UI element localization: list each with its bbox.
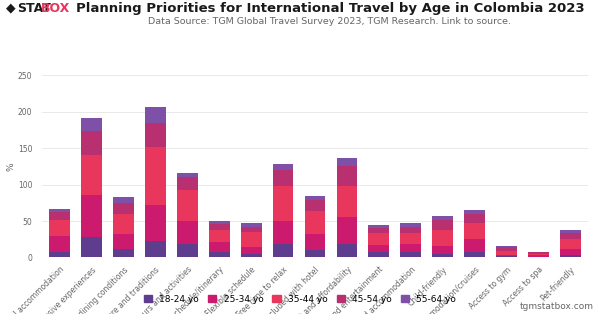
Bar <box>560 239 581 249</box>
Bar <box>305 200 325 211</box>
Text: BOX: BOX <box>41 2 70 14</box>
Bar <box>145 107 166 123</box>
Bar <box>337 158 358 166</box>
Bar <box>464 252 485 257</box>
Text: Planning Priorities for International Travel by Age in Colombia 2023: Planning Priorities for International Tr… <box>76 2 584 14</box>
Bar <box>337 217 358 244</box>
Bar <box>400 223 421 227</box>
Bar <box>433 216 453 219</box>
Bar <box>272 164 293 170</box>
Bar <box>368 233 389 245</box>
Bar <box>177 191 197 221</box>
Bar <box>177 244 197 257</box>
Bar <box>145 205 166 241</box>
Bar <box>177 221 197 244</box>
Bar <box>49 219 70 236</box>
Bar <box>433 254 453 257</box>
Bar <box>145 123 166 147</box>
Bar <box>560 249 581 255</box>
Bar <box>464 210 485 214</box>
Bar <box>464 214 485 223</box>
Bar <box>241 232 262 246</box>
Bar <box>209 242 230 252</box>
Bar <box>49 236 70 252</box>
Bar <box>241 227 262 232</box>
Text: Data Source: TGM Global Travel Survey 2023, TGM Research. Link to source.: Data Source: TGM Global Travel Survey 20… <box>149 17 511 26</box>
Bar <box>113 214 134 234</box>
Bar <box>209 221 230 224</box>
Bar <box>368 252 389 257</box>
Bar <box>560 255 581 257</box>
Bar <box>81 155 102 195</box>
Bar <box>337 166 358 186</box>
Bar <box>113 249 134 257</box>
Bar <box>305 234 325 250</box>
Bar <box>81 132 102 155</box>
Legend: 18-24 yo, 25-34 yo, 35-44 yo, 45-54 yo, 55-64 yo: 18-24 yo, 25-34 yo, 35-44 yo, 45-54 yo, … <box>142 292 458 306</box>
Bar <box>49 252 70 257</box>
Bar <box>400 244 421 252</box>
Bar <box>368 228 389 233</box>
Bar <box>145 147 166 205</box>
Y-axis label: %: % <box>6 162 15 171</box>
Bar <box>209 230 230 242</box>
Bar <box>496 247 517 251</box>
Text: ◆: ◆ <box>6 2 16 14</box>
Bar <box>400 233 421 244</box>
Bar <box>560 233 581 239</box>
Bar <box>209 224 230 230</box>
Bar <box>433 230 453 246</box>
Text: STAT: STAT <box>17 2 50 14</box>
Bar <box>400 227 421 233</box>
Bar <box>528 255 549 257</box>
Bar <box>433 219 453 230</box>
Bar <box>305 211 325 234</box>
Bar <box>113 197 134 203</box>
Bar <box>368 245 389 252</box>
Bar <box>241 246 262 254</box>
Bar <box>272 244 293 257</box>
Bar <box>272 170 293 186</box>
Bar <box>496 255 517 256</box>
Bar <box>305 250 325 257</box>
Bar <box>49 212 70 219</box>
Bar <box>177 173 197 177</box>
Bar <box>209 252 230 257</box>
Bar <box>368 225 389 228</box>
Bar <box>433 246 453 254</box>
Bar <box>241 254 262 257</box>
Bar <box>177 177 197 191</box>
Bar <box>337 186 358 217</box>
Bar <box>337 244 358 257</box>
Bar <box>113 203 134 214</box>
Bar <box>528 254 549 255</box>
Bar <box>528 252 549 254</box>
Bar <box>305 196 325 200</box>
Bar <box>272 221 293 244</box>
Bar <box>81 195 102 237</box>
Bar <box>496 251 517 255</box>
Bar <box>49 209 70 212</box>
Bar <box>464 223 485 239</box>
Bar <box>145 241 166 257</box>
Text: tgmstatbox.com: tgmstatbox.com <box>520 302 594 311</box>
Bar <box>560 230 581 233</box>
Bar <box>241 223 262 227</box>
Bar <box>272 186 293 221</box>
Bar <box>496 246 517 247</box>
Bar <box>81 118 102 132</box>
Bar <box>81 237 102 257</box>
Bar <box>464 239 485 252</box>
Bar <box>400 252 421 257</box>
Bar <box>113 234 134 249</box>
Bar <box>496 256 517 257</box>
